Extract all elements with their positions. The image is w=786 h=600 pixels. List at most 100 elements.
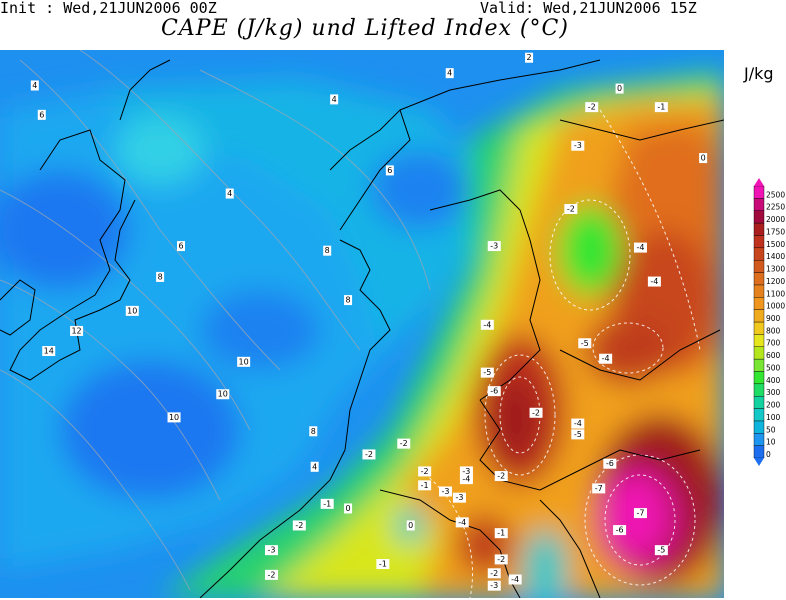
lifted-index-label: -5 bbox=[571, 429, 585, 440]
colorbar-tick-label: 1000 bbox=[766, 302, 785, 311]
lifted-index-label: 8 bbox=[156, 271, 165, 282]
colorbar-swatch bbox=[753, 222, 765, 236]
colorbar-swatch bbox=[753, 247, 765, 261]
colorbar-tick-label: 2500 bbox=[766, 190, 785, 199]
colorbar-tick-label: 900 bbox=[766, 314, 781, 323]
lifted-index-label: -2 bbox=[292, 520, 306, 531]
svg-text:10: 10 bbox=[239, 357, 249, 366]
lifted-index-label: -3 bbox=[571, 140, 585, 151]
lifted-index-label: 2 bbox=[525, 52, 534, 63]
colorbar-tick-label: 2250 bbox=[766, 203, 785, 212]
svg-text:-3: -3 bbox=[574, 141, 582, 150]
colorbar-min-arrow bbox=[754, 458, 764, 466]
svg-text:-2: -2 bbox=[497, 555, 505, 564]
svg-text:4: 4 bbox=[312, 462, 317, 471]
colorbar-tick-label: 10 bbox=[766, 438, 776, 447]
svg-text:-7: -7 bbox=[636, 509, 644, 518]
lifted-index-label: 4 bbox=[445, 68, 454, 79]
svg-text:0: 0 bbox=[617, 84, 622, 93]
svg-text:-2: -2 bbox=[268, 570, 276, 579]
lifted-index-label: -4 bbox=[633, 242, 647, 253]
svg-text:14: 14 bbox=[44, 347, 54, 356]
lifted-index-label: -5 bbox=[480, 367, 494, 378]
svg-text:-2: -2 bbox=[421, 467, 429, 476]
colorbar-swatch bbox=[753, 346, 765, 360]
svg-text:10: 10 bbox=[127, 306, 137, 315]
svg-text:-6: -6 bbox=[616, 526, 624, 535]
coastlines-and-borders bbox=[0, 59, 724, 598]
svg-text:-5: -5 bbox=[574, 430, 582, 439]
lifted-index-label: -5 bbox=[654, 545, 668, 556]
lifted-index-label: 10 bbox=[237, 356, 251, 367]
lifted-index-label: -5 bbox=[578, 338, 592, 349]
svg-text:-1: -1 bbox=[497, 529, 505, 538]
lifted-index-label: -6 bbox=[603, 458, 617, 469]
lifted-index-label: -1 bbox=[320, 498, 334, 509]
svg-text:-4: -4 bbox=[511, 575, 519, 584]
colorbar-swatch bbox=[753, 395, 765, 409]
colorbar-tick-label: 1200 bbox=[766, 277, 785, 286]
lifted-index-label: 6 bbox=[177, 241, 185, 252]
svg-text:-3: -3 bbox=[490, 581, 498, 590]
lifted-index-label: -2 bbox=[397, 438, 411, 449]
colorbar-swatch bbox=[753, 445, 765, 459]
colorbar-swatch bbox=[753, 210, 765, 224]
svg-text:-3: -3 bbox=[268, 546, 276, 555]
lifted-index-label: -7 bbox=[633, 508, 647, 519]
lifted-index-label: -3 bbox=[487, 580, 501, 591]
svg-text:-6: -6 bbox=[490, 387, 498, 396]
svg-text:-2: -2 bbox=[400, 439, 408, 448]
lifted-index-label: -6 bbox=[487, 386, 501, 397]
lifted-index-label: -4 bbox=[480, 319, 494, 330]
svg-text:10: 10 bbox=[169, 413, 179, 422]
svg-text:-5: -5 bbox=[581, 339, 589, 348]
svg-text:-2: -2 bbox=[567, 204, 575, 213]
colorbar-tick-label: 0 bbox=[766, 450, 771, 459]
lifted-index-label: -1 bbox=[654, 102, 668, 113]
svg-text:-1: -1 bbox=[657, 103, 665, 112]
lifted-index-label: 0 bbox=[615, 83, 624, 94]
cape-colorbar: 0 10 50 100 200 300 400 500 600 700 800 900 1000 1100… bbox=[753, 178, 785, 466]
svg-text:8: 8 bbox=[311, 427, 316, 436]
colorbar-tick-label: 1300 bbox=[766, 265, 785, 274]
svg-text:-5: -5 bbox=[483, 368, 491, 377]
colorbar-swatch bbox=[753, 371, 765, 385]
colorbar-swatch bbox=[753, 408, 765, 422]
lifted-index-label: 0 bbox=[406, 520, 415, 531]
svg-text:-3: -3 bbox=[462, 467, 470, 476]
colorbar-swatch bbox=[753, 185, 765, 199]
lifted-index-label: -2 bbox=[418, 466, 432, 477]
svg-text:8: 8 bbox=[325, 246, 330, 255]
colorbar-swatch bbox=[753, 297, 765, 310]
lifted-index-label: 10 bbox=[125, 305, 139, 316]
lifted-index-label: 12 bbox=[70, 325, 84, 336]
colorbar-tick-label: 1100 bbox=[766, 289, 785, 298]
lifted-index-label: -3 bbox=[459, 466, 473, 477]
svg-text:-1: -1 bbox=[421, 481, 429, 490]
svg-text:12: 12 bbox=[71, 326, 81, 335]
lifted-index-label: 6 bbox=[385, 165, 394, 176]
lifted-index-label: -6 bbox=[613, 525, 627, 536]
lifted-index-label: 4 bbox=[30, 80, 39, 91]
svg-text:-2: -2 bbox=[490, 569, 498, 578]
svg-text:-3: -3 bbox=[455, 493, 463, 502]
lifted-index-contours bbox=[0, 50, 431, 591]
svg-text:4: 4 bbox=[227, 189, 232, 198]
lifted-index-label: -4 bbox=[647, 276, 661, 287]
svg-text:4: 4 bbox=[32, 81, 37, 90]
lifted-index-label: 4 bbox=[330, 94, 339, 105]
svg-text:-4: -4 bbox=[650, 277, 658, 286]
svg-text:-1: -1 bbox=[379, 560, 387, 569]
cape-field bbox=[0, 70, 724, 598]
colorbar-tick-label: 100 bbox=[766, 413, 781, 422]
svg-text:-3: -3 bbox=[490, 242, 498, 251]
svg-text:4: 4 bbox=[447, 69, 452, 78]
colorbar-unit-label: J/kg bbox=[744, 64, 774, 83]
svg-text:10: 10 bbox=[218, 390, 228, 399]
svg-text:0: 0 bbox=[701, 154, 706, 163]
lifted-index-label: -2 bbox=[564, 203, 578, 214]
init-time-label: Init : Wed,21JUN2006 00Z bbox=[0, 0, 217, 17]
svg-text:-6: -6 bbox=[606, 459, 614, 468]
svg-text:0: 0 bbox=[408, 521, 413, 530]
